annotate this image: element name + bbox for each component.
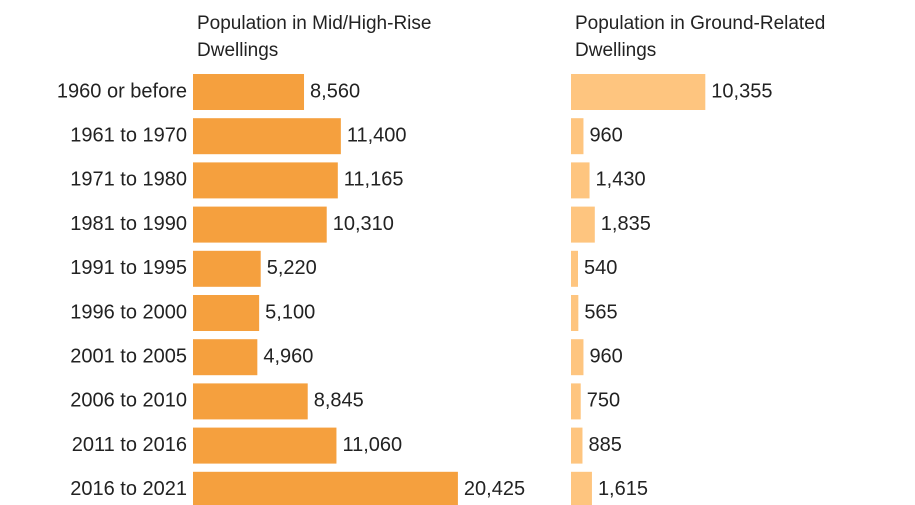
bar [193,118,341,155]
value-label: 565 [584,301,617,323]
category-label: 2006 to 2010 [70,390,187,412]
category-label: 1991 to 1995 [70,257,187,279]
value-label: 8,560 [310,80,360,102]
value-label: 540 [584,257,617,279]
bar [193,295,260,331]
bar [571,250,579,287]
bar [193,339,258,376]
bar [193,250,261,287]
bar [571,383,581,420]
value-label: 8,845 [314,390,364,412]
value-label: 10,310 [333,213,394,235]
bar [571,118,584,155]
bar [193,162,338,199]
value-label: 960 [589,124,622,146]
bar [571,427,583,464]
value-label: 4,960 [263,345,313,367]
bar [571,471,592,505]
bar [193,427,337,464]
value-label: 1,615 [598,478,648,500]
category-label: 1961 to 1970 [70,124,187,146]
value-label: 885 [588,434,621,456]
bar [193,383,308,420]
panel-title: Population in Ground-Related Dwellings [575,13,826,61]
value-label: 960 [589,345,622,367]
bar [193,74,305,110]
panel-title: Population in Mid/High-Rise Dwellings [197,13,432,61]
category-label: 1981 to 1990 [70,213,187,235]
bar [571,162,590,199]
bar [571,74,706,110]
value-label: 5,220 [267,257,317,279]
category-label: 1960 or before [57,80,187,102]
value-label: 11,165 [344,169,404,191]
category-label: 2016 to 2021 [70,478,187,500]
value-label: 750 [587,390,620,412]
category-label: 1971 to 1980 [70,169,187,191]
category-label: 1996 to 2000 [70,301,187,323]
value-label: 5,100 [265,301,315,323]
bar [571,206,595,243]
category-label: 2011 to 2016 [72,434,187,456]
bar [193,206,327,243]
bar [193,471,458,505]
value-label: 1,430 [596,169,646,191]
value-label: 1,835 [601,213,651,235]
category-label: 2001 to 2005 [70,345,187,367]
value-label: 11,400 [347,124,407,146]
bar [571,339,584,376]
value-label: 20,425 [464,478,525,500]
bar [571,295,579,331]
value-label: 10,355 [711,80,772,102]
value-label: 11,060 [342,434,402,456]
